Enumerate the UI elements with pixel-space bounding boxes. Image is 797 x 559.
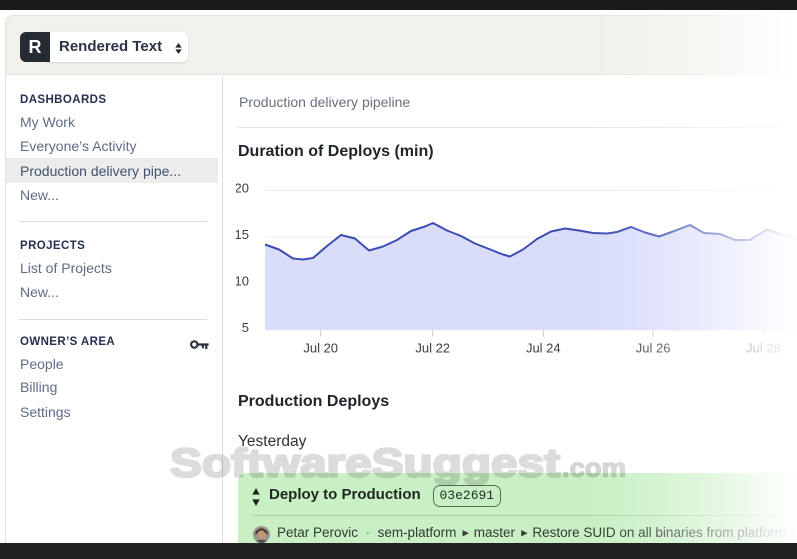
- svg-text:10: 10: [236, 274, 249, 289]
- svg-text:20: 20: [236, 182, 249, 196]
- svg-text:SoftwareSuggest: SoftwareSuggest: [170, 442, 560, 486]
- svg-text:Jul 22: Jul 22: [415, 341, 450, 356]
- svg-text:15: 15: [236, 227, 249, 242]
- svg-text:5: 5: [242, 320, 249, 335]
- svg-text:Jul 24: Jul 24: [526, 341, 561, 356]
- svg-text:Jul 20: Jul 20: [303, 341, 338, 356]
